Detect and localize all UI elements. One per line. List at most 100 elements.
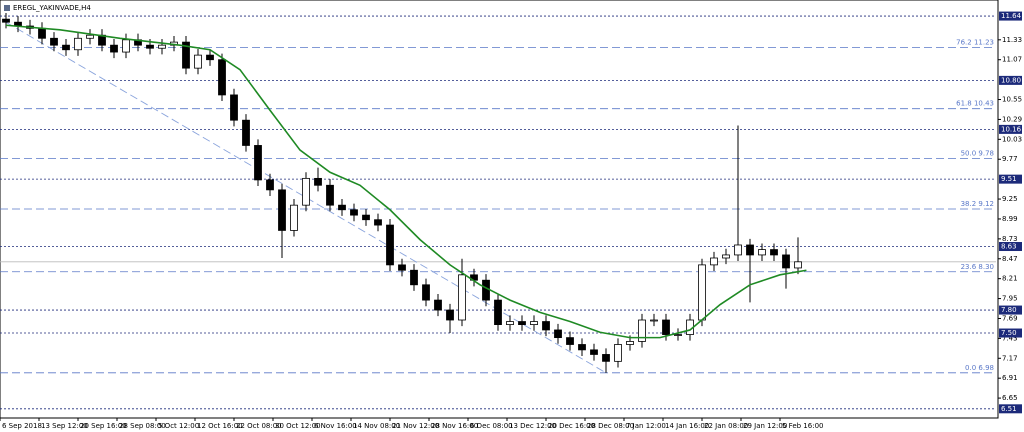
- level-label: 7.50: [1001, 329, 1017, 337]
- candle-body: [530, 321, 538, 326]
- x-tick-label: 20 Sep 16:00: [80, 422, 127, 430]
- moving-average: [5, 24, 807, 339]
- candle-body: [86, 34, 94, 39]
- candle-body: [542, 321, 550, 331]
- x-tick-label: 22 Oct 08:00: [236, 422, 282, 430]
- candle-body: [38, 27, 46, 39]
- y-tick-label: 7.17: [1002, 354, 1018, 362]
- x-tick-label: 28 Dec 08:00: [587, 422, 634, 430]
- candle-body: [626, 341, 634, 345]
- level-label: 9.51: [1001, 175, 1017, 183]
- level-box: [999, 174, 1022, 184]
- y-tick-label: 8.21: [1002, 275, 1018, 283]
- level-label: 11.64: [1001, 12, 1022, 20]
- x-tick-label: 21 Nov 12:00: [392, 422, 439, 430]
- level-box: [999, 75, 1022, 85]
- x-tick-label: 14 Nov 08:00: [353, 422, 400, 430]
- candle-body: [218, 59, 226, 96]
- candle-body: [398, 264, 406, 271]
- candle-body: [494, 299, 502, 326]
- y-tick-label: 8.47: [1002, 255, 1018, 263]
- candle-body: [650, 319, 658, 322]
- candle-body: [566, 337, 574, 345]
- x-tick-label: 20 Dec 16:00: [548, 422, 595, 430]
- candle-body: [362, 214, 370, 221]
- level-box: [999, 404, 1022, 414]
- y-tick-label: 10.29: [1002, 115, 1022, 123]
- y-tick-label: 8.73: [1002, 235, 1018, 243]
- candle-body: [74, 37, 82, 51]
- fib-label: 61.8 10.43: [956, 100, 994, 108]
- symbol-icon: [4, 5, 10, 11]
- candle-body: [290, 204, 298, 231]
- x-tick-label: 29 Jan 12:00: [743, 422, 787, 430]
- x-tick-label: 13 Sep 12:00: [41, 422, 88, 430]
- candle-body: [50, 37, 58, 46]
- fib-label: 50.0 9.78: [961, 149, 994, 157]
- candle-body: [482, 279, 490, 301]
- candle-body: [2, 18, 10, 23]
- candle-body: [242, 119, 250, 146]
- candle-body: [266, 179, 274, 191]
- x-tick-label: 28 Sep 08:00: [119, 422, 166, 430]
- level-box: [999, 242, 1022, 252]
- candle-body: [410, 269, 418, 286]
- candle-body: [182, 41, 190, 69]
- candle-body: [662, 319, 670, 335]
- level-label: 6.51: [1001, 405, 1017, 413]
- candle-body: [62, 44, 70, 51]
- fib-label: 0.0 6.98: [965, 364, 994, 372]
- candle-body: [674, 334, 682, 336]
- candle-body: [326, 184, 334, 206]
- candle-body: [278, 189, 286, 231]
- fib-label: 23.6 8.30: [961, 263, 994, 271]
- x-tick-label: 7 Jan 12:00: [626, 422, 666, 430]
- y-tick-label: 11.33: [1002, 36, 1022, 44]
- candle-body: [734, 244, 742, 256]
- fib-label: 38.2 9.12: [961, 200, 994, 208]
- level-label: 8.63: [1001, 243, 1017, 251]
- candle-body: [302, 177, 310, 206]
- y-tick-label: 11.07: [1002, 56, 1022, 64]
- y-tick-label: 9.77: [1002, 155, 1018, 163]
- candle-body: [554, 329, 562, 339]
- x-tick-label: 30 Oct 12:00: [275, 422, 321, 430]
- candle-body: [386, 224, 394, 266]
- candle-body: [614, 344, 622, 362]
- level-box: [999, 328, 1022, 338]
- x-tick-label: 22 Jan 08:00: [704, 422, 748, 430]
- y-tick-label: 7.69: [1002, 314, 1018, 322]
- candle-body: [578, 344, 586, 351]
- level-label: 10.80: [1001, 76, 1021, 84]
- x-tick-label: 13 Dec 12:00: [509, 422, 556, 430]
- candle-body: [122, 39, 130, 53]
- candle-body: [374, 219, 382, 226]
- y-tick-label: 6.65: [1002, 394, 1018, 402]
- y-tick-label: 6.91: [1002, 374, 1018, 382]
- x-tick-label: 6 Nov 16:00: [314, 422, 357, 430]
- candle-body: [158, 44, 166, 49]
- candle-body: [782, 254, 790, 269]
- fib-label: 76.2 11.23: [956, 38, 994, 46]
- y-tick-label: 7.43: [1002, 334, 1018, 342]
- y-tick-label: 10.55: [1002, 96, 1022, 104]
- candle-body: [230, 94, 238, 121]
- candle-body: [446, 309, 454, 321]
- candle-body: [638, 319, 646, 342]
- candle-body: [722, 254, 730, 259]
- level-label: 7.80: [1001, 306, 1017, 314]
- level-label: 10.16: [1001, 125, 1022, 133]
- y-tick-label: 10.03: [1002, 135, 1022, 143]
- candle-body: [794, 261, 802, 269]
- candle-body: [710, 257, 718, 266]
- candle-body: [518, 321, 526, 326]
- y-tick-label: 9.25: [1002, 195, 1018, 203]
- level-box: [999, 11, 1022, 21]
- candle-body: [338, 204, 346, 211]
- x-tick-label: 14 Jan 16:00: [665, 422, 709, 430]
- x-tick-label: 12 Oct 16:00: [197, 422, 243, 430]
- candle-body: [506, 321, 514, 326]
- level-box: [999, 305, 1022, 315]
- candle-body: [422, 284, 430, 301]
